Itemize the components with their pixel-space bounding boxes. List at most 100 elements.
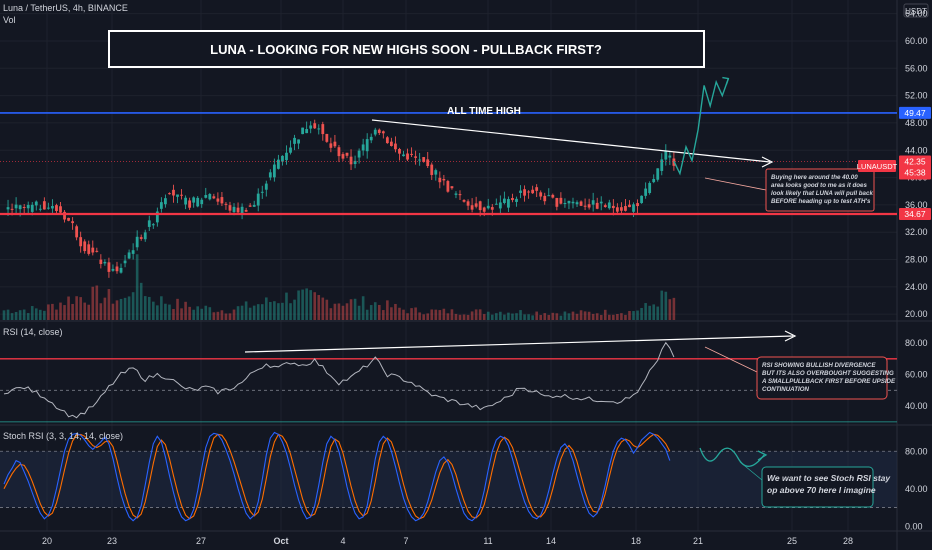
volume-bar [329, 308, 333, 320]
volume-bar [63, 305, 66, 320]
candle-body [628, 204, 631, 208]
candle-body [103, 261, 107, 264]
rsi-note-callout[interactable]: RSI SHOWING BULLISH DIVERGENCE BUT ITS A… [704, 346, 896, 400]
price-note-callout[interactable]: Buying here around the 40.00 area looks … [704, 168, 875, 212]
candle-body [301, 127, 305, 135]
candle-body [264, 183, 268, 190]
volume-bars [2, 254, 676, 320]
volume-bar [648, 305, 651, 320]
volume-bar [208, 307, 212, 320]
volume-bar [591, 313, 595, 320]
price-axis-label: 36.00 [905, 200, 928, 210]
volume-bar [547, 314, 551, 320]
candle-body [579, 201, 583, 206]
rsi-note-line-2: BUT ITS ALSO OVERBOUGHT SUGGESTING [762, 370, 894, 377]
price-note-line-1: Buying here around the 40.00 [771, 174, 858, 181]
candle-body [313, 123, 317, 129]
volume-bar [281, 302, 284, 320]
time-axis-ticks[interactable]: 20 23 27 Oct 4 7 11 14 18 21 25 28 [42, 536, 853, 546]
currency-box[interactable] [903, 3, 929, 18]
volume-bar [636, 310, 639, 320]
volume-bar [365, 309, 369, 320]
candle-body [507, 199, 510, 208]
rsi-divergence-arrow[interactable] [244, 330, 797, 353]
time-axis-label: Oct [273, 536, 288, 546]
candle-body [59, 206, 62, 213]
candle-body [119, 267, 123, 273]
candle-body [55, 205, 58, 212]
volume-bar [426, 313, 430, 320]
volume-bar [309, 290, 312, 320]
candle-body [486, 205, 490, 209]
currency-label: USDT [905, 7, 927, 16]
rsi-series[interactable] [3, 341, 675, 419]
volume-bar [34, 308, 38, 320]
stoch-axis-ticks: 80.00 40.00 0.00 [905, 446, 928, 531]
candle-body [309, 125, 313, 129]
volume-bar [406, 313, 409, 320]
candle-body [640, 195, 643, 204]
volume-bar [632, 311, 635, 320]
candle-body [462, 200, 466, 202]
volume-bar [147, 296, 151, 320]
candle-body [365, 139, 369, 152]
volume-bar [232, 309, 236, 320]
volume-bar [603, 309, 607, 320]
volume-bar [652, 304, 655, 320]
candle-body [317, 128, 321, 130]
price-axis-label: 56.00 [905, 63, 928, 73]
candle-body [345, 152, 349, 156]
stoch-note-line-2: op above 70 here I imagine [767, 485, 876, 495]
candle-body [644, 188, 648, 196]
volume-bar [14, 311, 18, 320]
candle-body [519, 190, 522, 193]
volume-bar [115, 300, 119, 320]
title-box[interactable] [108, 30, 705, 68]
candle-body [381, 131, 385, 134]
volume-bar [236, 306, 240, 320]
candle-body [502, 198, 506, 203]
price-axis-ticks[interactable]: 64.0060.0056.0052.0048.0044.0040.0036.00… [905, 9, 928, 320]
volume-bar [567, 313, 571, 320]
stoch-note-callout[interactable]: We want to see Stoch RSI stay op above 7… [739, 461, 891, 508]
volume-bar [599, 314, 603, 320]
volume-bar [430, 309, 434, 320]
volume-bar [67, 296, 70, 320]
volume-bar [402, 309, 405, 320]
rsi-axis-label: 40.00 [905, 401, 928, 411]
volume-bar [563, 311, 567, 320]
candle-body [252, 204, 256, 207]
volume-bar [152, 301, 155, 320]
candle-body [373, 129, 377, 135]
candle-body [115, 266, 119, 272]
candle-body [297, 139, 300, 144]
price-trend-arrow[interactable] [371, 119, 774, 168]
rsi-legend[interactable]: RSI (14, close) [3, 327, 63, 337]
candle-body [511, 198, 514, 201]
price-candles[interactable] [6, 119, 676, 278]
volume-bar [616, 313, 619, 320]
stoch-d-series[interactable] [3, 433, 671, 520]
ath-price-tag: 49.47 [899, 106, 931, 119]
candle-body [268, 172, 272, 178]
stoch-projection[interactable] [699, 447, 768, 467]
rsi-axis-label: 80.00 [905, 338, 928, 348]
symbol-line[interactable]: Luna / TetherUS, 4h, BINANCE [3, 3, 128, 13]
stoch-k-series[interactable] [3, 431, 671, 522]
candle-body [46, 207, 50, 209]
volume-bar [248, 307, 252, 320]
candle-body [172, 189, 175, 196]
candle-body [377, 129, 381, 133]
volume-bar [6, 309, 10, 320]
volume-bar [277, 303, 280, 320]
time-axis-label: 7 [403, 536, 408, 546]
candle-body [559, 197, 563, 204]
stoch-legend[interactable]: Stoch RSI (3, 3, 14, 14, close) [3, 431, 123, 441]
candle-body [474, 203, 478, 207]
volume-bar [373, 302, 377, 320]
projection-path[interactable] [673, 78, 730, 176]
volume-bar [244, 301, 248, 320]
volume-bar [470, 311, 474, 320]
volume-bar [168, 304, 171, 320]
